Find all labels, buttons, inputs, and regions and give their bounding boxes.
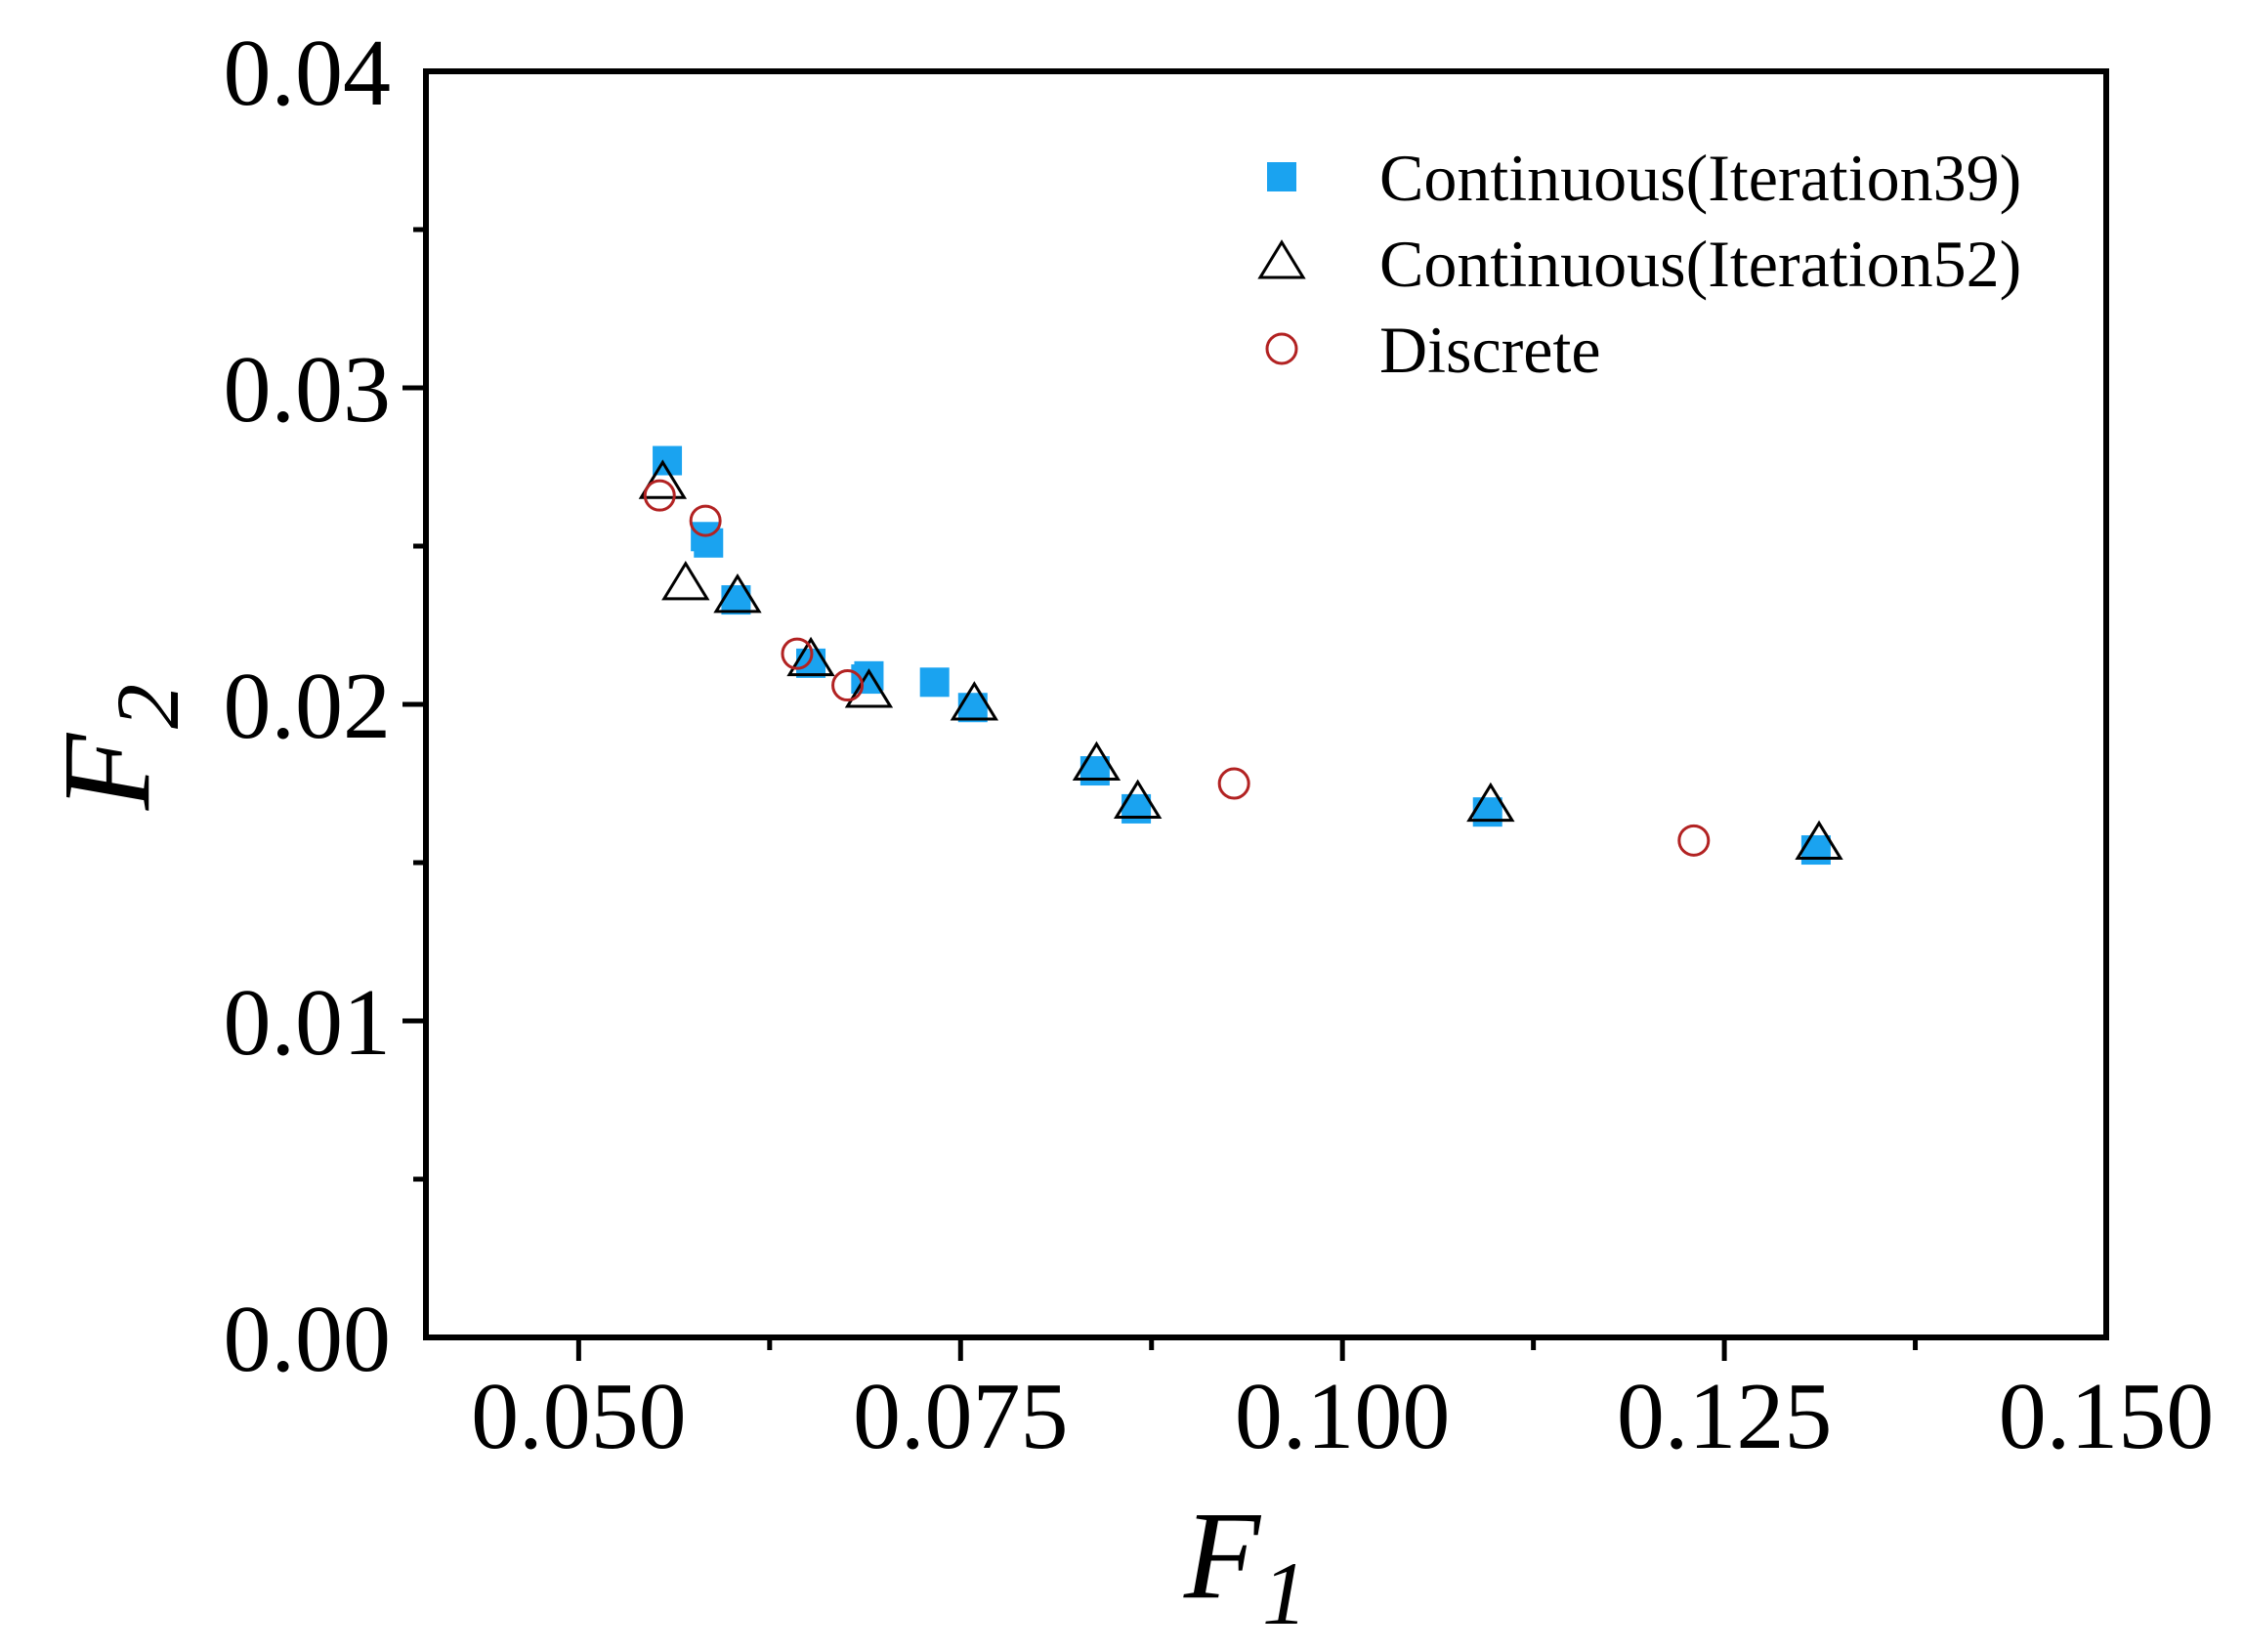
legend: Continuous(Iteration39) Continuous(Iterat… [1257,141,2021,387]
y-tick-label: 0.00 [224,1287,392,1392]
point-open-circle [689,504,722,537]
x-tick-label: 0.100 [1235,1364,1451,1469]
legend-marker [1257,239,1306,279]
point-open-triangle [786,636,835,677]
y-axis-title-subscript: 2 [98,684,197,729]
legend-label: Continuous(Iteration39) [1379,141,2021,215]
y-axis-title-group: F 2 [37,684,197,811]
x-tick-label: 0.050 [471,1364,687,1469]
y-tick-label: 0.02 [224,654,392,759]
point-open-triangle [950,681,999,721]
point-open-triangle [1113,779,1163,819]
point-open-triangle [661,561,710,601]
y-tick-label: 0.04 [224,21,392,126]
point-filled-square [1800,835,1831,866]
point-filled-square [919,667,950,698]
point-open-triangle [1466,782,1515,823]
point-open-triangle [844,668,894,708]
series-3 [643,479,1711,857]
point-open-circle [1217,767,1250,800]
x-tick-label: 0.125 [1617,1364,1833,1469]
point-open-circle [781,637,814,670]
point-filled-square [1472,797,1502,827]
series-1 [653,445,1831,866]
x-tick-label: 0.150 [1999,1364,2215,1469]
point-open-circle [643,479,676,512]
data-points [638,445,1843,866]
point-open-triangle [638,459,688,499]
y-axis-title: F [37,732,176,811]
x-tick-label: 0.075 [853,1364,1069,1469]
x-axis-title-subscript: 1 [1262,1544,1307,1643]
y-tick-label: 0.03 [224,337,392,443]
point-open-triangle [1072,741,1122,782]
series-2 [638,459,1843,861]
legend-label: Continuous(Iteration52) [1379,227,2021,301]
point-open-triangle [1795,820,1843,861]
y-tick-label: 0.01 [224,970,392,1076]
legend-marker [1267,162,1296,191]
axis-ticks: 0.050 0.075 0.100 0.125 0.150 0.00 0.01 0.02 0.0… [224,21,2215,1469]
point-open-triangle [713,572,762,614]
legend-marker [1265,332,1298,365]
point-open-circle [831,669,865,702]
legend-label: Discrete [1379,313,1601,387]
point-open-circle [1677,824,1711,857]
x-axis-title: F [1183,1486,1262,1625]
